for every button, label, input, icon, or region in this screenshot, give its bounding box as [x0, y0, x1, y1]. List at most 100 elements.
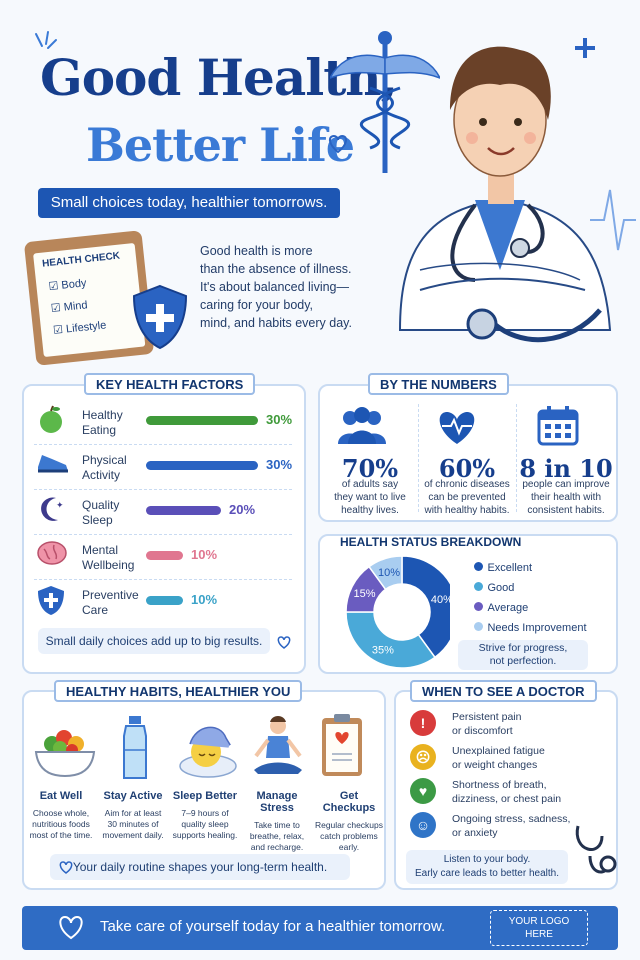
- factor-bar: [146, 416, 258, 425]
- legend-item: Average: [474, 598, 587, 618]
- habit-desc: 7–9 hours of quality sleep supports healin…: [172, 808, 238, 840]
- habit-title: Manage Stress: [256, 790, 298, 814]
- tired-face-icon: ☹: [410, 744, 436, 770]
- pulse-line-icon: [590, 189, 636, 251]
- donut-slice: [401, 555, 450, 659]
- stethoscope-icon: [466, 308, 602, 343]
- people-icon: [338, 407, 386, 444]
- page-title-line2: Better Life: [86, 118, 355, 172]
- tagline-banner: Small choices today, healthier tomorrows…: [38, 188, 340, 218]
- factor-bar: [146, 506, 221, 515]
- apple-icon: [36, 404, 66, 439]
- sleep-icon: [179, 726, 237, 778]
- habit-title: Stay Active: [103, 790, 163, 802]
- meditation-icon: [254, 716, 302, 774]
- factor-bar: [146, 596, 183, 605]
- alert-icon: !: [410, 710, 436, 736]
- status-legend: Excellent Good Average Needs Improvement: [474, 558, 587, 638]
- sparkle-icon: [35, 31, 57, 49]
- factor-bar: [146, 461, 258, 470]
- habit-desc: Aim for at least 30 minutes of movement da…: [102, 808, 164, 840]
- heart-outline-icon: [59, 915, 83, 940]
- donut-label: 35%: [372, 644, 394, 656]
- factor-label: Physical Activity: [82, 453, 127, 482]
- status-note: Strive for progress, not perfection.: [458, 640, 588, 670]
- logo-placeholder: YOUR LOGO HERE: [490, 910, 588, 946]
- head-icon: ☺: [410, 812, 436, 838]
- habit-title: Get Checkups: [322, 790, 376, 814]
- brain-icon: [36, 539, 68, 572]
- legend-swatch: [474, 582, 483, 591]
- habit-desc: Take time to breathe, relax, and recharge.: [249, 820, 305, 852]
- donut-label: 15%: [354, 588, 376, 600]
- stat-value: 8 in 10: [519, 454, 613, 483]
- shield-cross-icon: [132, 284, 188, 350]
- calendar-icon: [537, 406, 579, 446]
- factor-label: Mental Wellbeing: [82, 543, 135, 572]
- numbers-title: BY THE NUMBERS: [368, 373, 509, 395]
- water-bottle-icon: [123, 716, 147, 779]
- factor-bar: [146, 551, 183, 560]
- status-title: HEALTH STATUS BREAKDOWN: [340, 535, 522, 549]
- factor-value: 20%: [229, 502, 256, 517]
- doctor-item-text: Ongoing stress, sadness, or anxiety: [452, 813, 571, 839]
- stat-desc: of adults say they want to live healthy li…: [334, 479, 406, 516]
- stethoscope-small-icon: [575, 825, 617, 874]
- factor-label: Preventive Care: [82, 588, 139, 617]
- key-factors-panel: [22, 384, 306, 674]
- legend-item: Needs Improvement: [474, 618, 587, 638]
- heart-icon: ♥: [410, 778, 436, 804]
- moon-icon: ✦: [36, 494, 66, 529]
- habit-desc: Regular checkups catch problems early.: [314, 820, 384, 852]
- habit-item: Sleep Better 7–9 hours of quality sleep sup…: [170, 790, 240, 841]
- habit-item: Manage Stress Take time to breathe, relax,…: [242, 790, 312, 853]
- donut-label: 10%: [378, 567, 400, 579]
- heart-pulse-icon: [439, 412, 475, 444]
- doctor-illustration: [398, 38, 612, 331]
- habit-item: Stay Active Aim for at least 30 minutes of…: [98, 790, 168, 841]
- divider: [34, 489, 292, 490]
- heart-icon: [277, 636, 291, 649]
- habit-title: Eat Well: [39, 790, 83, 802]
- doctor-item-text: Unexplained fatigue or weight changes: [452, 745, 545, 771]
- doctor-note: Listen to your body. Early care leads to …: [406, 850, 568, 884]
- donut-slice: [345, 611, 436, 669]
- divider: [34, 444, 292, 445]
- sneaker-icon: [36, 449, 70, 480]
- stat-desc: of chronic diseases can be prevented with …: [424, 479, 510, 516]
- legend-swatch: [474, 602, 483, 611]
- intro-text: Good health is more than the absence of …: [200, 244, 352, 330]
- donut-label: 40%: [431, 594, 450, 606]
- caduceus-icon: [330, 31, 440, 173]
- factor-label: Quality Sleep: [82, 498, 120, 527]
- stat-value: 60%: [438, 454, 496, 483]
- habit-desc: Choose whole, nutritious foods most of the…: [29, 808, 93, 840]
- factor-value: 30%: [266, 457, 293, 472]
- legend-swatch: [474, 622, 483, 631]
- habit-title: Sleep Better: [172, 790, 238, 802]
- habit-item: Eat Well Choose whole, nutritious foods mos…: [26, 790, 96, 841]
- factors-note: Small daily choices add up to big result…: [38, 628, 270, 654]
- divider: [418, 404, 420, 512]
- stat-desc: people can improve their health with consi…: [522, 479, 610, 516]
- factor-value: 30%: [266, 412, 293, 427]
- heart-outline-icon: [328, 134, 348, 154]
- stat-value: 70%: [341, 454, 399, 483]
- heart-icon: [59, 861, 73, 874]
- factor-label: Healthy Eating: [82, 408, 123, 437]
- factor-value: 10%: [191, 592, 218, 607]
- habits-title: HEALTHY HABITS, HEALTHIER YOU: [54, 680, 303, 702]
- status-donut-chart: 40% 35% 15%10%: [345, 555, 450, 669]
- footer-banner: [22, 906, 618, 950]
- donut-slice: [368, 555, 403, 591]
- footer-text: Take care of yourself today for a health…: [100, 918, 446, 935]
- key-factors-title: KEY HEALTH FACTORS: [84, 373, 256, 395]
- factor-value: 10%: [191, 547, 218, 562]
- svg-text:✦: ✦: [56, 500, 64, 510]
- shield-icon: [36, 584, 66, 621]
- divider: [34, 579, 292, 580]
- divider: [516, 404, 518, 512]
- salad-bowl-icon: [34, 730, 96, 778]
- clipboard-checkup-icon: [322, 714, 362, 776]
- page-title-line1: Good Health,: [40, 48, 398, 107]
